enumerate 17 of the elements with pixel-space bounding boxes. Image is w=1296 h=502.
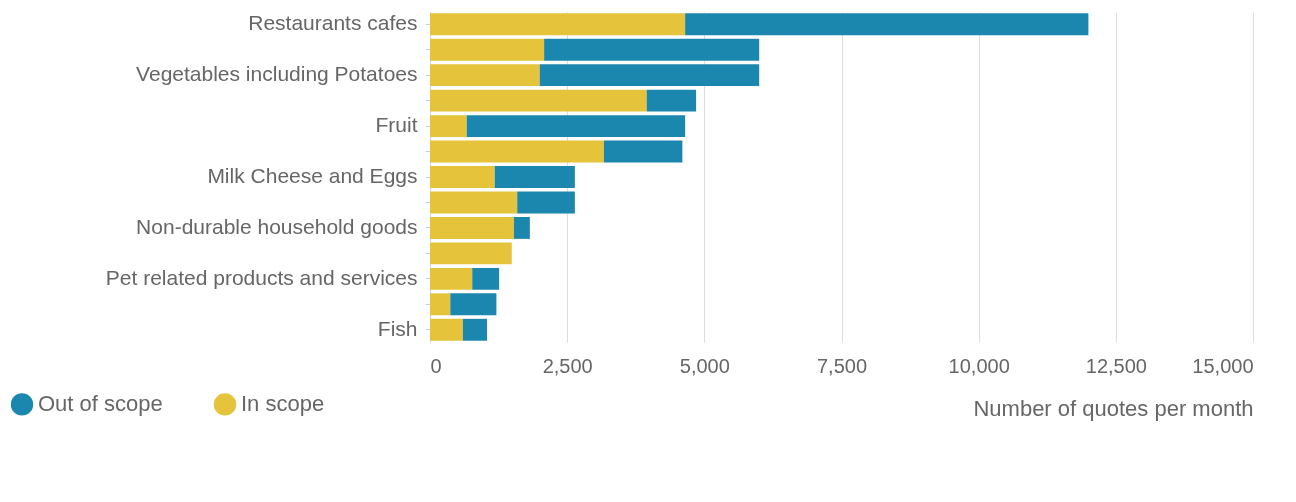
- y-tick-label: Fish: [377, 316, 418, 340]
- y-tick-label: Pet related products and services: [105, 265, 418, 289]
- y-tick-label: Milk Cheese and Eggs: [207, 164, 418, 187]
- x-tick-label: 10,000: [948, 354, 1010, 377]
- legend-label: In scope: [241, 391, 325, 417]
- y-tick-label: Restaurants cafes: [248, 11, 418, 35]
- y-tick-label: Vegetables including Potatoes: [136, 62, 418, 86]
- x-axis-title: Number of quotes per month: [973, 395, 1254, 421]
- y-tick-label: Non-durable household goods: [136, 214, 418, 238]
- x-tick-label: 7,500: [816, 354, 868, 377]
- legend-label: Out of scope: [38, 391, 163, 417]
- x-tick-label: 5,000: [679, 354, 730, 377]
- x-tick-label: 2,500: [542, 354, 593, 377]
- y-tick-label: Fruit: [375, 113, 418, 137]
- x-tick-label: 0: [430, 354, 442, 377]
- x-tick-label: 15,000: [1192, 354, 1254, 377]
- x-tick-label: 12,500: [1085, 354, 1147, 377]
